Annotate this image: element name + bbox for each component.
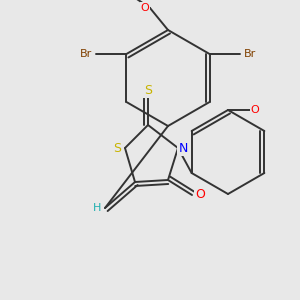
Text: Br: Br bbox=[243, 49, 256, 59]
Text: O: O bbox=[250, 105, 260, 115]
Text: O: O bbox=[141, 3, 149, 13]
Text: O: O bbox=[195, 188, 205, 202]
Text: Br: Br bbox=[80, 49, 93, 59]
Text: H: H bbox=[93, 203, 101, 213]
Text: S: S bbox=[144, 83, 152, 97]
Text: N: N bbox=[178, 142, 188, 154]
Text: S: S bbox=[113, 142, 121, 154]
